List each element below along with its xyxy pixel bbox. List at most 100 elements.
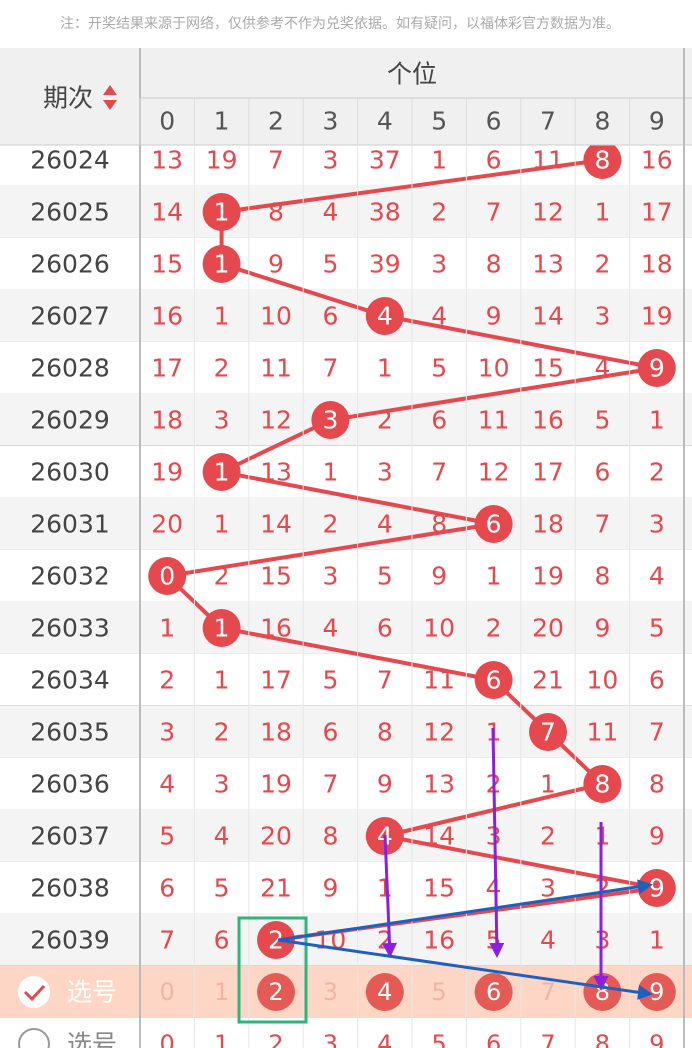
row-bg: [0, 706, 692, 758]
miss-count: 3: [159, 718, 175, 747]
miss-count: 10: [260, 302, 292, 331]
miss-count: 7: [159, 926, 175, 955]
miss-count: 8: [649, 770, 665, 799]
hit-number: 1: [214, 250, 230, 279]
checkbox[interactable]: [18, 1028, 50, 1048]
miss-count: 9: [594, 614, 610, 643]
digit-header: 7: [540, 107, 556, 136]
miss-count: 11: [260, 354, 292, 383]
miss-count: 7: [431, 458, 447, 487]
miss-count: 1: [322, 458, 338, 487]
checkbox[interactable]: [18, 976, 50, 1008]
selected-ball: [257, 973, 295, 1011]
miss-count: 1: [594, 198, 610, 227]
miss-count: 20: [532, 614, 564, 643]
select-digit[interactable]: 1: [214, 978, 229, 1006]
miss-count: 6: [214, 926, 230, 955]
select-digit[interactable]: 6: [486, 978, 501, 1006]
select-digit[interactable]: 5: [432, 1030, 447, 1048]
digit-header: 9: [649, 107, 665, 136]
miss-count: 9: [322, 874, 338, 903]
miss-count: 4: [214, 822, 230, 851]
row-bg: [0, 810, 692, 862]
hit-number: 4: [377, 302, 393, 331]
miss-count: 19: [260, 770, 292, 799]
miss-count: 13: [532, 250, 564, 279]
select-digit[interactable]: 9: [649, 1030, 664, 1048]
miss-count: 12: [532, 198, 564, 227]
miss-count: 8: [431, 510, 447, 539]
digit-header: 4: [377, 107, 393, 136]
select-row-bg: [0, 966, 692, 1018]
hit-circle: [474, 505, 513, 543]
select-digit[interactable]: 6: [486, 1030, 501, 1048]
hit-number: 9: [649, 874, 665, 903]
hit-number: 6: [486, 510, 502, 539]
select-digit[interactable]: 1: [214, 1030, 229, 1048]
hit-circle: [529, 713, 567, 751]
miss-count: 13: [260, 458, 292, 487]
miss-count: 7: [322, 354, 338, 383]
digit-header: 2: [268, 107, 284, 136]
miss-count: 3: [649, 510, 665, 539]
miss-count: 9: [377, 770, 393, 799]
hit-number: 9: [649, 354, 665, 383]
select-digit[interactable]: 3: [323, 978, 338, 1006]
miss-count: 18: [532, 510, 564, 539]
miss-count: 4: [377, 510, 393, 539]
miss-count: 7: [322, 770, 338, 799]
miss-count: 4: [431, 302, 447, 331]
miss-count: 19: [532, 562, 564, 591]
miss-count: 11: [478, 406, 510, 435]
miss-count: 7: [268, 146, 284, 175]
hit-number: 1: [214, 458, 230, 487]
period: 26030: [30, 458, 110, 487]
select-digit[interactable]: 8: [595, 1030, 610, 1048]
select-digit[interactable]: 2: [268, 978, 283, 1006]
select-digit[interactable]: 4: [377, 978, 392, 1006]
miss-count: 18: [641, 250, 673, 279]
miss-count: 7: [594, 510, 610, 539]
check-mark: [23, 984, 46, 1002]
period: 26033: [30, 614, 110, 643]
miss-count: 14: [260, 510, 292, 539]
miss-count: 3: [540, 874, 556, 903]
miss-count: 21: [532, 666, 564, 695]
select-digit[interactable]: 0: [160, 978, 175, 1006]
miss-count: 13: [151, 146, 183, 175]
select-digit[interactable]: 4: [377, 1030, 392, 1048]
miss-count: 10: [586, 666, 618, 695]
select-digit[interactable]: 0: [160, 1030, 175, 1048]
miss-count: 5: [322, 666, 338, 695]
hit-circle: [257, 921, 295, 959]
miss-count: 39: [369, 250, 401, 279]
hit-circle: [202, 453, 241, 491]
period: 26026: [30, 250, 110, 279]
select-digit[interactable]: 7: [540, 978, 555, 1006]
period: 26034: [30, 666, 110, 695]
period: 26029: [30, 406, 110, 435]
miss-count: 3: [322, 562, 338, 591]
select-digit[interactable]: 3: [323, 1030, 338, 1048]
select-digit[interactable]: 9: [649, 978, 664, 1006]
miss-count: 14: [423, 822, 455, 851]
select-digit[interactable]: 7: [540, 1030, 555, 1048]
hit-number: 8: [594, 146, 610, 175]
select-digit[interactable]: 2: [268, 1030, 283, 1048]
miss-count: 15: [423, 874, 455, 903]
period: 26027: [30, 302, 110, 331]
hit-circle: [474, 661, 513, 699]
period: 26037: [30, 822, 110, 851]
miss-count: 4: [486, 874, 502, 903]
miss-count: 1: [540, 770, 556, 799]
miss-count: 16: [532, 406, 564, 435]
miss-count: 6: [322, 718, 338, 747]
select-digit[interactable]: 5: [432, 978, 447, 1006]
arrow: [277, 938, 653, 1000]
miss-count: 6: [377, 614, 393, 643]
sort-icon[interactable]: [103, 85, 117, 110]
miss-count: 17: [260, 666, 292, 695]
header-bg: [0, 48, 692, 145]
miss-count: 8: [377, 718, 393, 747]
